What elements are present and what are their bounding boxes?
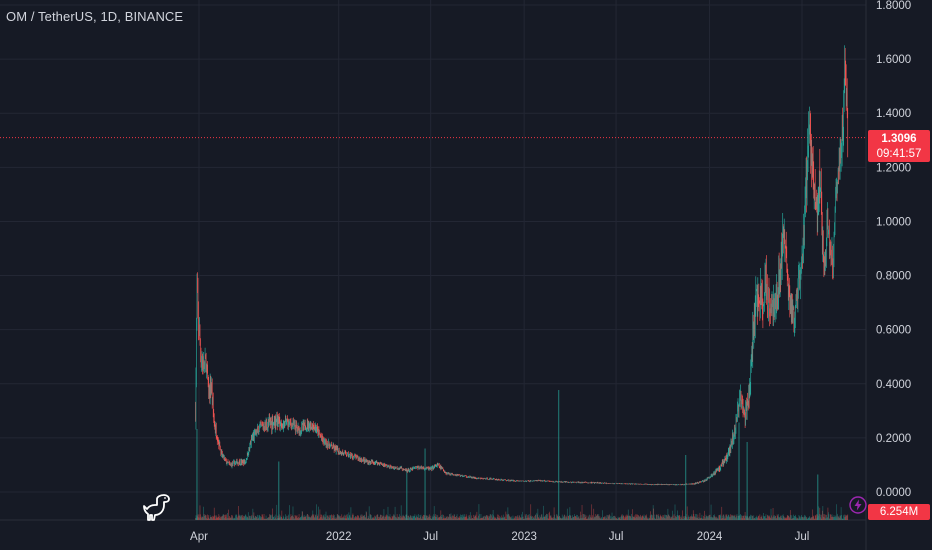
time-tick-label: 2024: [697, 531, 723, 543]
price-tick-label: 1.8000: [876, 0, 911, 12]
time-axis: Apr 2022 Jul 2023 Jul 2024 Jul: [190, 531, 809, 543]
price-axis: 1.8000 1.6000 1.4000 1.2000 1.0000 0.8000 0.60…: [876, 0, 911, 499]
last-price-tag: 1.3096 09:41:57: [868, 130, 930, 162]
price-tick-label: 1.2000: [876, 162, 911, 174]
chart-grid: [0, 0, 867, 550]
time-tick-label: Jul: [609, 531, 624, 543]
lightning-icon[interactable]: [849, 496, 867, 514]
dino-icon[interactable]: [142, 492, 172, 522]
price-tick-label: 0.2000: [876, 433, 911, 445]
price-tick-label: 0.4000: [876, 379, 911, 391]
price-tick-label: 0.6000: [876, 325, 911, 337]
volume-bars: [195, 390, 849, 520]
candles: [195, 45, 849, 486]
price-tick-label: 0.8000: [876, 271, 911, 283]
volume-tag: 6.254M: [868, 504, 930, 520]
price-tick-label: 0.0000: [876, 487, 911, 499]
price-tick-label: 1.4000: [876, 108, 911, 120]
last-price-value: 1.3096: [881, 133, 917, 145]
price-tick-label: 1.6000: [876, 54, 911, 66]
time-tick-label: Jul: [423, 531, 438, 543]
symbol-title: OM / TetherUS, 1D, BINANCE: [6, 9, 184, 24]
price-tick-label: 1.0000: [876, 216, 911, 228]
time-tick-label: 2023: [511, 531, 537, 543]
bar-countdown: 09:41:57: [876, 148, 922, 160]
time-tick-label: Jul: [795, 531, 810, 543]
time-tick-label: Apr: [190, 531, 208, 543]
time-tick-label: 2022: [326, 531, 352, 543]
